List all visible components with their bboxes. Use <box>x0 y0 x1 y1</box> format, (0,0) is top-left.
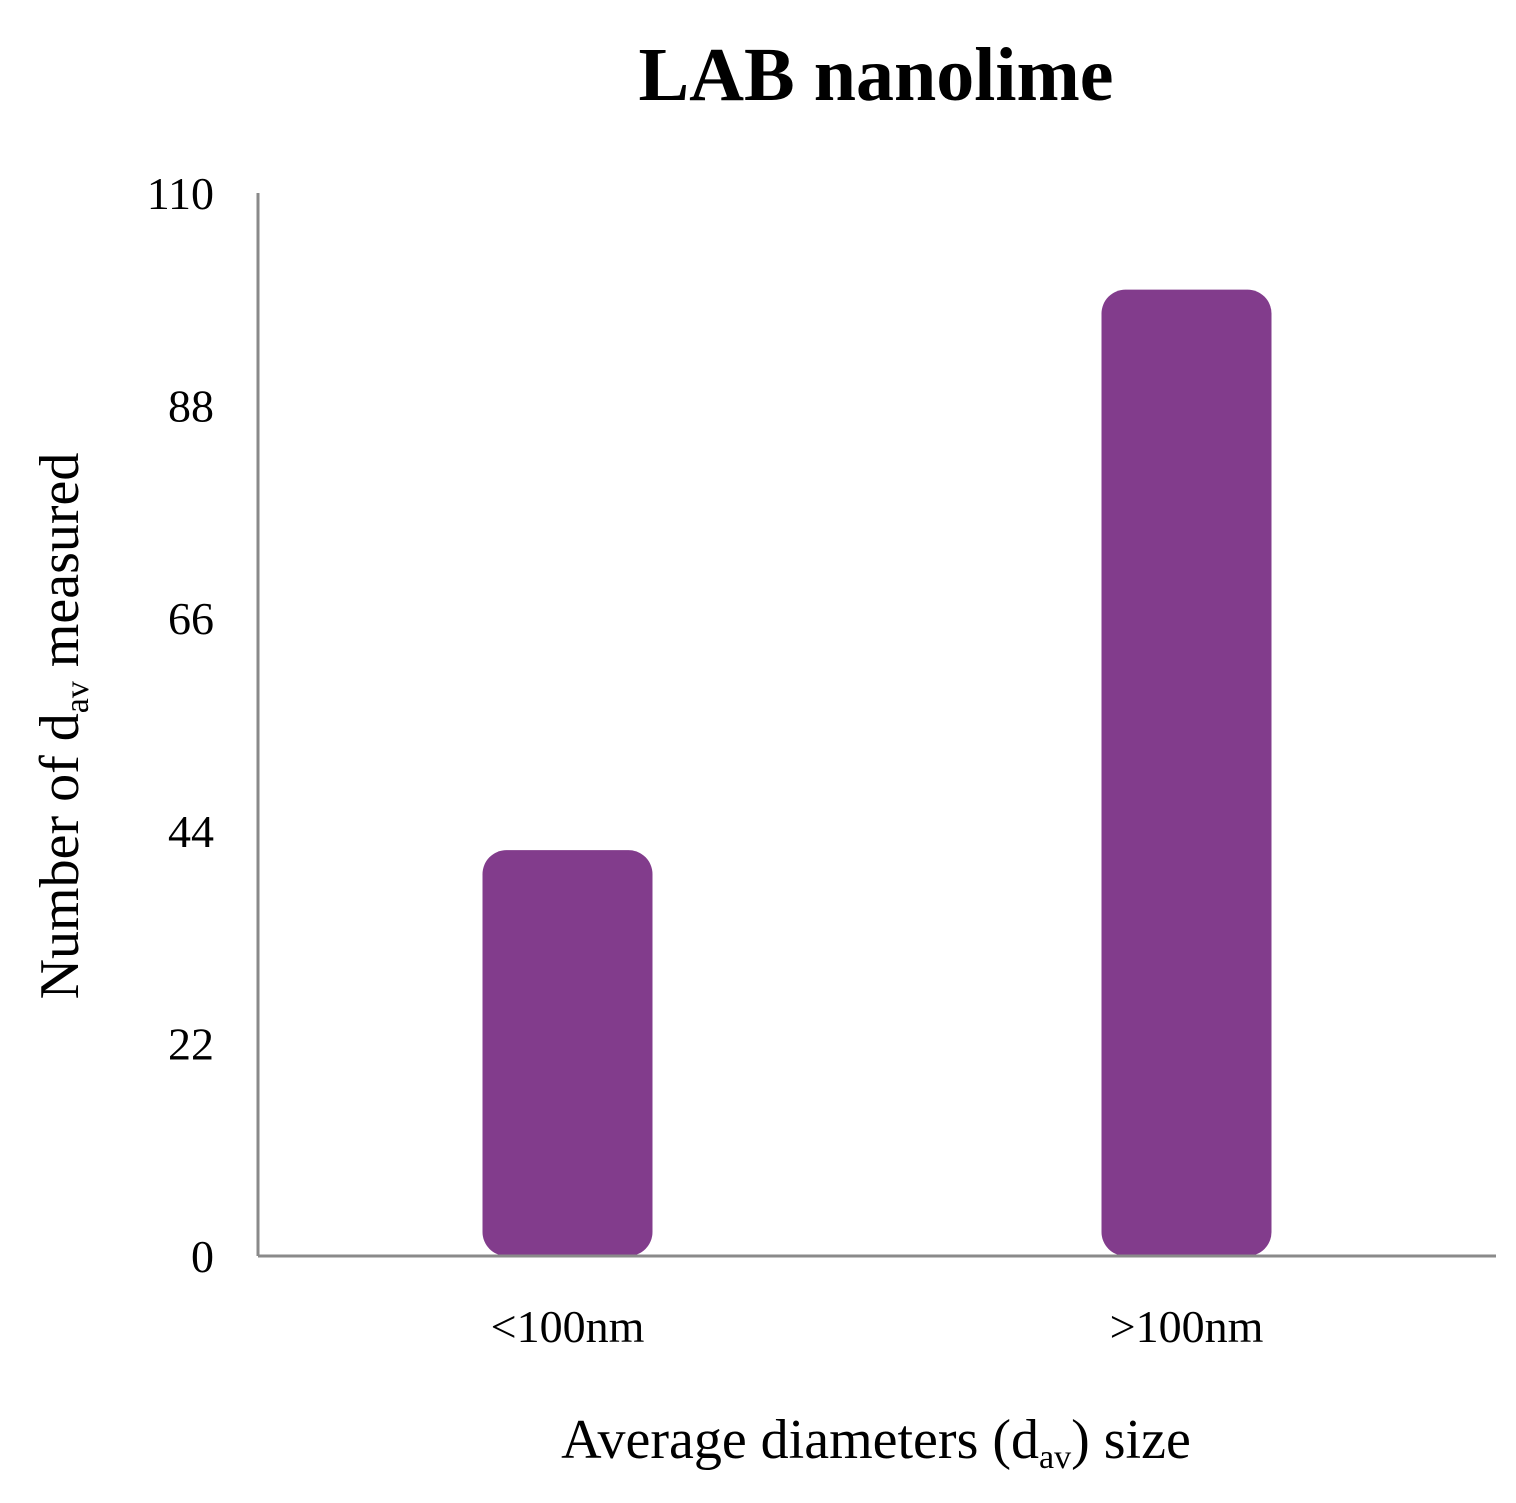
y-tick-label: 0 <box>191 1231 214 1282</box>
x-axis-ticks: <100nm >100nm <box>491 1301 1264 1352</box>
y-axis-label: Number of dav measured <box>29 453 96 1000</box>
y-axis-label-prefix: Number of d <box>29 713 91 999</box>
x-tick-label: <100nm <box>491 1301 645 1352</box>
y-axis-ticks: 0 22 44 66 88 110 <box>147 168 214 1282</box>
x-axis-label-subscript: av <box>1039 1439 1071 1476</box>
bar-below-100nm <box>482 850 653 1256</box>
x-tick-label: >100nm <box>1110 1301 1264 1352</box>
y-tick-label: 22 <box>168 1018 214 1069</box>
y-tick-label: 44 <box>168 806 214 857</box>
bars <box>482 289 1272 1256</box>
y-axis-label-suffix: measured <box>29 453 91 682</box>
y-tick-label: 66 <box>168 593 214 644</box>
chart-title: LAB nanolime <box>638 33 1113 117</box>
x-axis-label-prefix: Average diameters (d <box>561 1409 1039 1471</box>
y-tick-label: 88 <box>168 381 214 432</box>
y-axis-label-subscript: av <box>59 681 96 713</box>
x-axis-label-suffix: ) size <box>1071 1409 1191 1471</box>
x-axis-label: Average diameters (dav) size <box>561 1409 1191 1476</box>
bar-above-100nm <box>1101 289 1272 1256</box>
y-tick-label: 110 <box>147 168 214 219</box>
